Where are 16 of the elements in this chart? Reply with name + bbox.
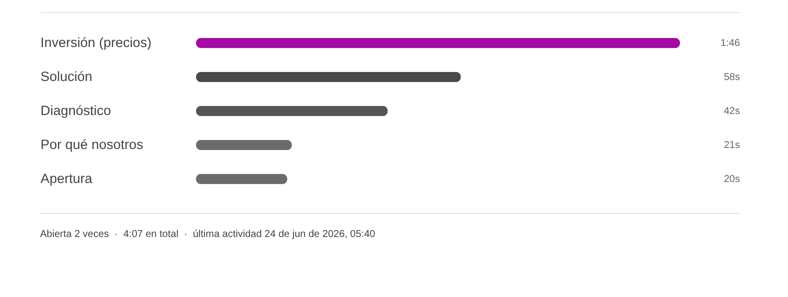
bar bbox=[196, 106, 388, 116]
y-tick-label: Diagnóstico bbox=[40, 103, 112, 118]
y-tick-label: Por qué nosotros bbox=[40, 137, 144, 152]
bar bbox=[196, 140, 292, 150]
bar bbox=[196, 174, 288, 184]
y-tick-label: Inversión (precios) bbox=[40, 35, 152, 50]
data-label: 42s bbox=[724, 106, 740, 117]
text: Abierta 2 veces · 4:07 en total · última actividad 24 de jun de 2026, 05:40 bbox=[40, 229, 376, 240]
bar bbox=[196, 38, 680, 48]
y-tick-label: Apertura bbox=[40, 171, 93, 186]
data-label: 1:46 bbox=[720, 38, 740, 49]
data-label: 21s bbox=[724, 140, 740, 151]
bar bbox=[196, 72, 461, 82]
y-tick-label: Solución bbox=[40, 69, 92, 84]
data-label: 20s bbox=[724, 174, 740, 185]
data-label: 58s bbox=[724, 72, 740, 83]
